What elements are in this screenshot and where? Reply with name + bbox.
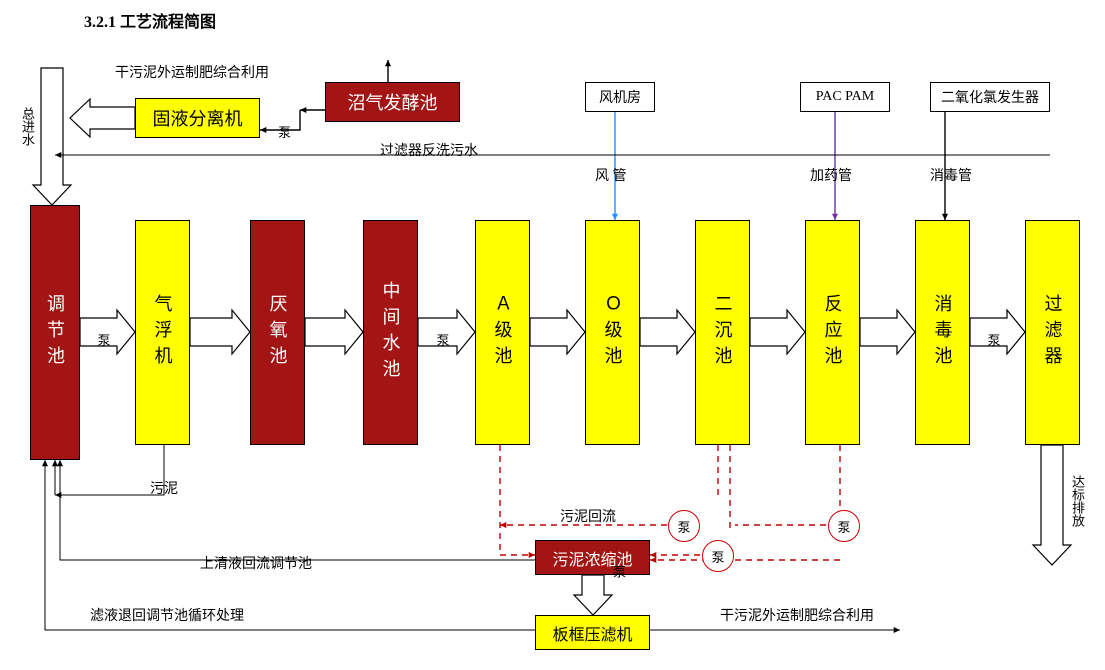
label: 上清液回流调节池 <box>200 553 312 573</box>
node-sep: 固液分离机 <box>135 98 260 138</box>
node-adjust: 调节池 <box>30 205 80 460</box>
arrow-label: 泵 <box>437 330 450 349</box>
label: 干污泥外运制肥综合利用 <box>720 605 874 625</box>
node-fanroom: 风机房 <box>585 82 655 112</box>
node-filter: 过滤器 <box>1025 220 1080 445</box>
hollow-arrow-label: 总进水 <box>18 107 37 146</box>
node-float: 气浮机 <box>135 220 190 445</box>
node-apool: Ａ级池 <box>475 220 530 445</box>
label: 污泥回流 <box>560 506 616 526</box>
hollow-arrow-label: 泵 <box>609 565 628 578</box>
node-press: 板框压滤机 <box>535 615 650 650</box>
label: 加药管 <box>810 165 852 185</box>
node-sed2: 二沉池 <box>695 220 750 445</box>
node-disinf: 消毒池 <box>915 220 970 445</box>
label: 消毒管 <box>930 165 972 185</box>
pump-circle: 泵 <box>668 510 700 542</box>
label: 风 管 <box>595 165 627 185</box>
label: 干污泥外运制肥综合利用 <box>115 62 269 82</box>
node-clo2: 二氧化氯发生器 <box>930 82 1050 112</box>
node-react: 反应池 <box>805 220 860 445</box>
pump-circle: 泵 <box>828 510 860 542</box>
hollow-arrow-label: 达标排放 <box>1068 475 1087 527</box>
label: 过滤器反洗污水 <box>380 140 478 160</box>
node-sludgeconc: 污泥浓缩池 <box>535 540 650 575</box>
label: 滤液退回调节池循环处理 <box>90 605 244 625</box>
arrow-label: 泵 <box>98 330 111 349</box>
arrow-label: 泵 <box>988 330 1001 349</box>
node-biogas: 沼气发酵池 <box>325 82 460 122</box>
node-anaer: 厌氧池 <box>250 220 305 445</box>
node-pacpam: PAC PAM <box>800 82 890 112</box>
pump-circle: 泵 <box>702 540 734 572</box>
node-midwater: 中间水池 <box>363 220 418 445</box>
label: 污泥 <box>150 478 178 498</box>
node-opool: Ｏ级池 <box>585 220 640 445</box>
label: 泵 <box>278 122 291 141</box>
